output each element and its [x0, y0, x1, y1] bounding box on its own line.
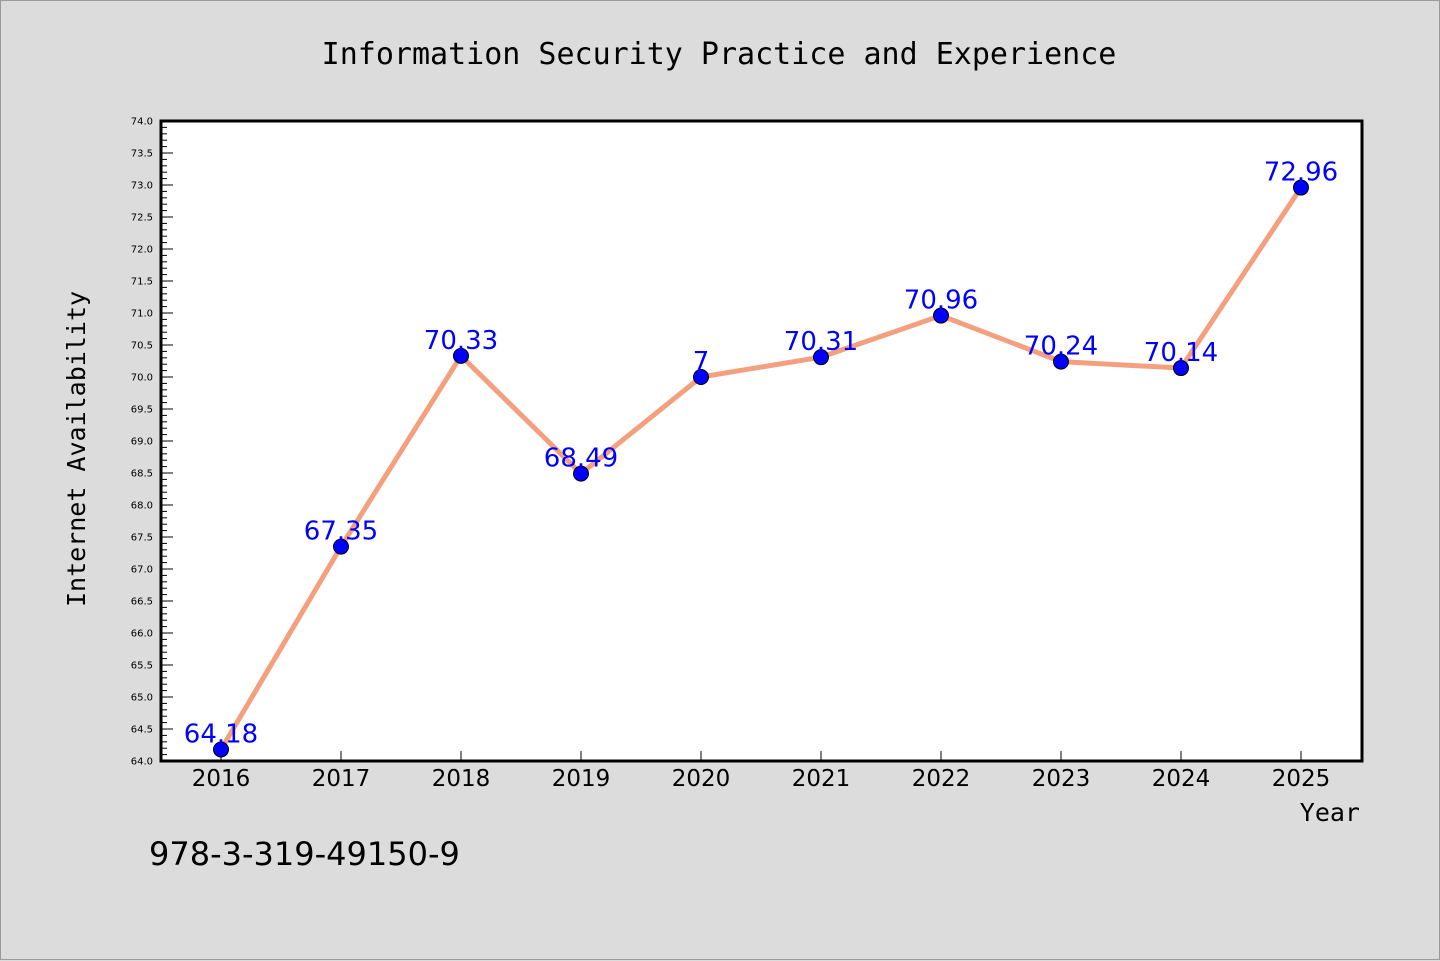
y-axis: 64.0 64.5 65.0 65.5 66.0 66.5 67.0 67.5 68.0 68.5…: [131, 117, 173, 768]
data-label: 70.33: [424, 326, 498, 356]
x-tick-label: 2021: [792, 766, 851, 792]
y-tick-label: 69.0: [131, 437, 153, 448]
y-tick-label: 65.5: [131, 661, 153, 672]
y-tick-label: 72.5: [131, 213, 153, 224]
data-label: 7: [693, 347, 710, 377]
y-axis-label: Internet Availability: [62, 291, 91, 607]
plot-area: [159, 119, 1364, 763]
x-tick-label: 2024: [1152, 766, 1211, 792]
x-tick-label: 2022: [912, 766, 971, 792]
data-point: [213, 741, 229, 758]
y-tick-label: 72.0: [131, 245, 153, 256]
x-tick-label: 2018: [432, 766, 491, 792]
y-tick-label: 70.5: [131, 341, 153, 352]
series-line: [218, 185, 1304, 752]
data-point: [333, 538, 349, 555]
data-label: 68.49: [544, 444, 618, 474]
data-point: [453, 347, 469, 364]
y-tick-label: 66.0: [131, 629, 153, 640]
y-tick-label: 66.5: [131, 597, 153, 608]
y-tick-label: 71.0: [131, 309, 153, 320]
data-point: [933, 307, 949, 324]
data-label: 72.96: [1264, 158, 1338, 188]
y-tick-label: 68.0: [131, 501, 153, 512]
x-tick-label: 2023: [1032, 766, 1091, 792]
y-tick-label: 68.5: [131, 469, 153, 480]
y-tick-label: 67.5: [131, 533, 153, 544]
data-label: 64.18: [184, 719, 258, 749]
y-tick-label: 69.5: [131, 405, 153, 416]
data-point: [693, 369, 709, 385]
y-tick-label: 70.0: [131, 373, 153, 384]
data-label: 67.35: [304, 517, 378, 547]
x-axis-label: Year: [1300, 798, 1360, 827]
data-point: [573, 465, 589, 482]
y-tick-label: 71.5: [131, 277, 153, 288]
data-point: [813, 349, 829, 366]
data-labels: 64.18 67.35 70.33 68.49 7 70.31 70.96 70.24 70.1…: [184, 158, 1338, 750]
data-label: 70.31: [784, 327, 858, 357]
y-tick-label: 67.0: [131, 565, 153, 576]
data-point: [1053, 353, 1069, 370]
x-tick-label: 2017: [312, 766, 371, 792]
y-tick-label: 74.0: [131, 117, 153, 128]
data-label: 70.96: [904, 286, 978, 316]
data-label: 70.14: [1144, 338, 1218, 368]
x-tick-label: 2020: [672, 766, 731, 792]
data-point: [1293, 179, 1309, 196]
chart-title: Information Security Practice and Experi…: [322, 37, 1117, 72]
data-point: [1173, 360, 1189, 377]
y-tick-label: 73.5: [131, 149, 153, 160]
y-tick-label: 64.5: [131, 725, 153, 736]
data-label: 70.24: [1024, 332, 1098, 362]
y-tick-label: 64.0: [131, 757, 153, 768]
x-tick-label: 2016: [192, 766, 251, 792]
footer-isbn: 978-3-319-49150-9: [149, 835, 460, 873]
y-tick-label: 65.0: [131, 693, 153, 704]
y-tick-label: 73.0: [131, 181, 153, 192]
x-tick-label: 2019: [552, 766, 611, 792]
series-layer: [213, 179, 1309, 758]
x-tick-label: 2025: [1272, 766, 1331, 792]
x-axis: 2016 2017 2018 2019 2020 2021 2022 2023 2024 2025: [192, 751, 1331, 792]
